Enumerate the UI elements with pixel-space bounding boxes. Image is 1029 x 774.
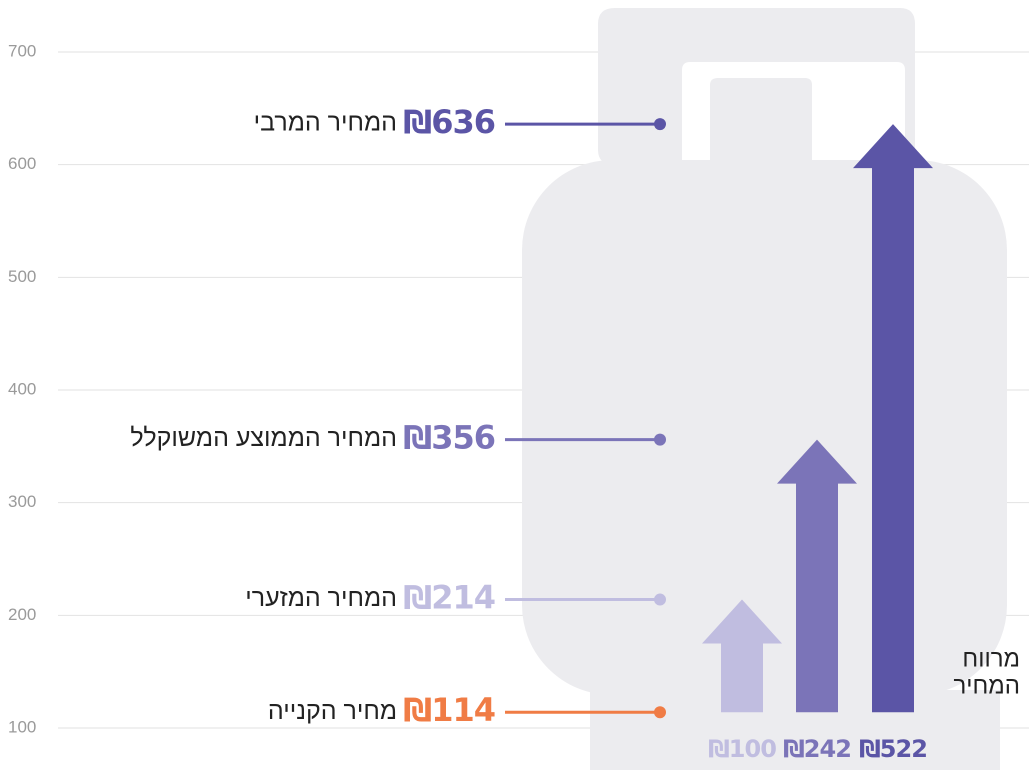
y-tick-label: 300 xyxy=(8,492,36,511)
y-tick-label: 500 xyxy=(8,267,36,286)
level-value-label: ₪214 xyxy=(403,579,495,617)
y-tick-label: 400 xyxy=(8,379,36,398)
margin-title: מרווח xyxy=(962,645,1020,672)
level-dot xyxy=(654,434,666,446)
level-name: מחיר הקנייה xyxy=(268,697,397,725)
level-value-label: ₪114 xyxy=(403,691,495,729)
y-tick-label: 700 xyxy=(8,41,36,60)
y-tick-label: 600 xyxy=(8,154,36,173)
margin-title: המחיר xyxy=(953,672,1020,699)
level-dot xyxy=(654,594,666,606)
chart: 100 200 300 400 500 600 700 ₪636המחיר המרבי ₪356… xyxy=(0,0,1029,774)
margin-value-label: ₪522 xyxy=(859,735,927,763)
gas-cylinder-background xyxy=(522,8,1007,770)
level-value-label: ₪356 xyxy=(403,419,495,457)
level-name: המחיר הממוצע המשוקלל xyxy=(130,424,397,452)
margin-value-label: ₪100 xyxy=(708,735,776,763)
y-tick-label: 100 xyxy=(8,717,36,736)
level-name: המחיר המזערי xyxy=(245,584,397,612)
level-name: המחיר המרבי xyxy=(254,109,397,137)
level-dot xyxy=(654,118,666,130)
margin-value-label: ₪242 xyxy=(783,735,851,763)
level-value-label: ₪636 xyxy=(403,103,495,141)
y-tick-label: 200 xyxy=(8,605,36,624)
level-dot xyxy=(654,706,666,718)
